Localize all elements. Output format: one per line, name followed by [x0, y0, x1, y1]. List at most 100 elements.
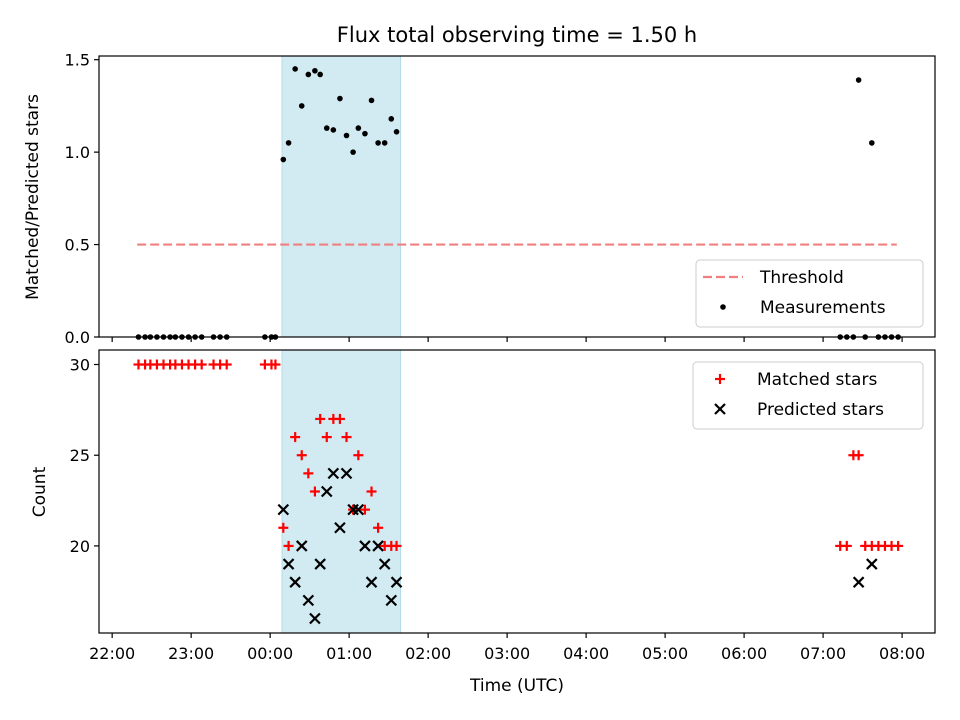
y-tick-label: 1.5	[65, 51, 90, 70]
matched-star-marker	[841, 540, 852, 551]
measurement-point	[343, 132, 350, 139]
legend-matched-swatch	[715, 374, 725, 384]
predicted-star-marker	[866, 558, 878, 570]
matched-star-marker	[315, 413, 326, 424]
matched-star-marker	[334, 413, 345, 424]
observing-interval-shade	[281, 349, 401, 634]
measurement-point	[330, 127, 337, 133]
measurement-point	[312, 67, 318, 74]
matched-star-marker	[373, 522, 384, 533]
measurement-point	[355, 125, 362, 131]
matched-star-marker	[341, 432, 352, 443]
predicted-star-marker	[320, 485, 333, 498]
predicted-star-marker	[340, 467, 353, 480]
measurement-point	[298, 103, 305, 109]
legend-box	[695, 259, 924, 328]
matched-star-marker	[196, 359, 207, 370]
x-tick-label: 05:00	[642, 644, 688, 663]
predicted-star-marker	[289, 576, 301, 588]
matched-star-marker	[353, 450, 364, 461]
predicted-star-marker	[282, 558, 295, 570]
legend-label: Predicted stars	[757, 400, 884, 420]
x-tick-label: 23:00	[168, 644, 214, 663]
matched-star-marker	[309, 486, 320, 497]
x-tick-label: 22:00	[89, 644, 135, 663]
matched-star-marker	[270, 359, 281, 370]
measurement-point	[375, 140, 381, 146]
predicted-star-marker	[385, 594, 398, 607]
measurement-point	[388, 116, 395, 122]
measurement-point	[280, 156, 287, 163]
predicted-star-marker	[295, 540, 308, 552]
measurement-point	[305, 71, 312, 78]
x-tick-label: 06:00	[721, 644, 767, 663]
y-tick-label: 20	[70, 537, 90, 556]
measurement-point	[362, 130, 368, 137]
measurement-point	[368, 97, 375, 104]
matched-star-marker	[296, 450, 307, 461]
matched-star-marker	[853, 450, 864, 461]
predicted-star-marker	[359, 540, 371, 552]
x-axis-label: Time (UTC)	[469, 676, 564, 696]
bottom-panel: 20 25 30 22:00 23:00 00:00 01:00 02:00 03:00 04:…	[30, 349, 936, 696]
x-tick-label: 02:00	[405, 644, 451, 663]
measurement-point	[323, 125, 330, 131]
top-axes-frame	[98, 55, 936, 338]
x-tick-label: 03:00	[484, 644, 530, 663]
top-legend: Threshold Measurements	[695, 259, 924, 328]
x-tick-label: 00:00	[247, 644, 293, 663]
predicted-star-marker	[372, 540, 384, 552]
predicted-star-marker	[378, 558, 391, 570]
measurement-point	[869, 140, 875, 146]
legend-predicted-swatch	[714, 403, 726, 415]
x-tick-label: 01:00	[326, 644, 372, 663]
predicted-star-marker	[277, 503, 290, 516]
matched-star-marker	[221, 359, 232, 370]
measurement-point	[393, 128, 400, 135]
legend-label: Threshold	[759, 268, 844, 288]
legend-label: Measurements	[760, 298, 886, 318]
x-tick-label: 04:00	[563, 644, 609, 663]
legend-box	[692, 361, 924, 430]
observing-interval-shade	[281, 55, 401, 338]
x-tick-label: 07:00	[800, 644, 846, 663]
measurement-point	[350, 149, 356, 155]
x-tick-label: 08:00	[879, 644, 925, 663]
predicted-star-marker	[365, 576, 378, 588]
y-tick-label: 25	[70, 446, 90, 465]
y-tick-label: 0.5	[65, 236, 90, 255]
predicted-star-marker	[852, 576, 865, 588]
legend-measurement-swatch	[720, 304, 726, 310]
measurement-point	[292, 66, 298, 72]
measurement-point	[855, 77, 862, 83]
bottom-axes-frame	[98, 349, 936, 634]
predicted-star-marker	[390, 576, 403, 588]
bottom-legend: Matched stars Predicted stars	[692, 361, 924, 430]
bottom-y-axis-label: Count	[30, 466, 50, 517]
predicted-star-marker	[314, 558, 326, 570]
matched-star-marker	[303, 468, 314, 479]
predicted-star-marker	[327, 467, 340, 480]
measurement-point	[317, 71, 323, 78]
predicted-star-marker	[352, 503, 365, 516]
matched-star-marker	[391, 540, 402, 551]
matched-star-marker	[893, 540, 904, 551]
measurement-point	[381, 140, 388, 146]
y-tick-label: 30	[70, 356, 90, 375]
chart-title: Flux total observing time = 1.50 h	[337, 23, 697, 47]
top-y-axis-label: Matched/Predicted stars	[23, 94, 43, 300]
y-tick-label: 0.0	[65, 328, 90, 347]
legend-label: Matched stars	[757, 370, 877, 390]
matched-star-marker	[283, 540, 294, 551]
predicted-star-marker	[334, 522, 346, 534]
y-tick-label: 1.0	[65, 143, 90, 162]
matched-star-marker	[366, 486, 377, 497]
measurement-point	[285, 140, 292, 146]
matched-star-marker	[321, 432, 332, 443]
top-panel: 0.0 0.5 1.0 1.5 Matched/Predicted stars Thr…	[23, 51, 936, 347]
measurement-point	[337, 95, 343, 102]
predicted-star-marker	[309, 612, 321, 625]
matched-star-marker	[359, 504, 370, 515]
matched-star-marker	[290, 432, 301, 443]
